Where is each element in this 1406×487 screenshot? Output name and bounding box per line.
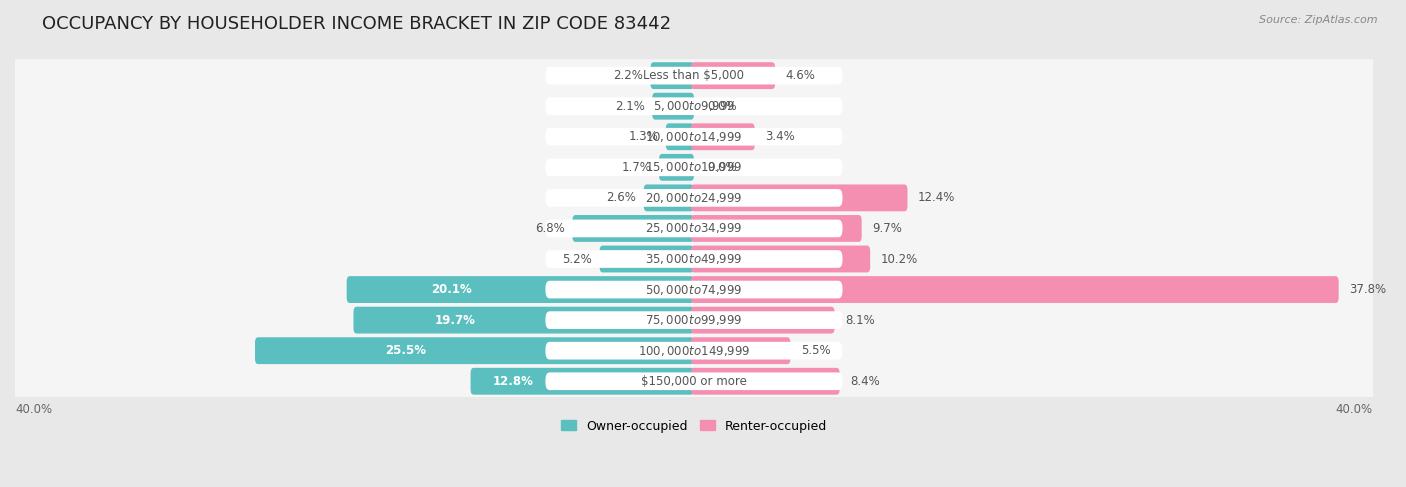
Text: 4.6%: 4.6% bbox=[786, 69, 815, 82]
Text: 40.0%: 40.0% bbox=[1336, 403, 1372, 415]
Text: Source: ZipAtlas.com: Source: ZipAtlas.com bbox=[1260, 15, 1378, 25]
FancyBboxPatch shape bbox=[690, 62, 775, 89]
FancyBboxPatch shape bbox=[546, 342, 842, 359]
FancyBboxPatch shape bbox=[666, 123, 695, 150]
Text: $100,000 to $149,999: $100,000 to $149,999 bbox=[638, 344, 751, 357]
Text: 6.8%: 6.8% bbox=[536, 222, 565, 235]
FancyBboxPatch shape bbox=[690, 276, 1339, 303]
FancyBboxPatch shape bbox=[690, 368, 839, 394]
FancyBboxPatch shape bbox=[546, 250, 842, 268]
FancyBboxPatch shape bbox=[11, 365, 1376, 398]
Text: 12.8%: 12.8% bbox=[492, 375, 534, 388]
Text: $150,000 or more: $150,000 or more bbox=[641, 375, 747, 388]
Text: 2.2%: 2.2% bbox=[613, 69, 643, 82]
FancyBboxPatch shape bbox=[353, 307, 695, 334]
Text: 37.8%: 37.8% bbox=[1350, 283, 1386, 296]
FancyBboxPatch shape bbox=[11, 90, 1376, 123]
FancyBboxPatch shape bbox=[546, 128, 842, 146]
Text: 1.7%: 1.7% bbox=[621, 161, 651, 174]
Text: 9.7%: 9.7% bbox=[872, 222, 903, 235]
Text: 0.0%: 0.0% bbox=[707, 100, 737, 112]
Text: 2.1%: 2.1% bbox=[614, 100, 645, 112]
Legend: Owner-occupied, Renter-occupied: Owner-occupied, Renter-occupied bbox=[555, 414, 832, 437]
Text: 40.0%: 40.0% bbox=[15, 403, 52, 415]
Text: $20,000 to $24,999: $20,000 to $24,999 bbox=[645, 191, 742, 205]
FancyBboxPatch shape bbox=[690, 307, 835, 334]
Text: Less than $5,000: Less than $5,000 bbox=[644, 69, 744, 82]
FancyBboxPatch shape bbox=[347, 276, 695, 303]
Text: 1.3%: 1.3% bbox=[628, 130, 658, 143]
FancyBboxPatch shape bbox=[651, 62, 695, 89]
Text: 10.2%: 10.2% bbox=[880, 252, 918, 265]
Text: 8.1%: 8.1% bbox=[845, 314, 875, 327]
FancyBboxPatch shape bbox=[546, 158, 842, 176]
FancyBboxPatch shape bbox=[690, 215, 862, 242]
FancyBboxPatch shape bbox=[11, 151, 1376, 184]
Text: $10,000 to $14,999: $10,000 to $14,999 bbox=[645, 130, 742, 144]
FancyBboxPatch shape bbox=[659, 154, 695, 181]
FancyBboxPatch shape bbox=[690, 185, 907, 211]
FancyBboxPatch shape bbox=[254, 337, 695, 364]
FancyBboxPatch shape bbox=[690, 337, 790, 364]
FancyBboxPatch shape bbox=[11, 212, 1376, 245]
Text: $15,000 to $19,999: $15,000 to $19,999 bbox=[645, 160, 742, 174]
FancyBboxPatch shape bbox=[11, 59, 1376, 92]
Text: $5,000 to $9,999: $5,000 to $9,999 bbox=[652, 99, 735, 113]
Text: OCCUPANCY BY HOUSEHOLDER INCOME BRACKET IN ZIP CODE 83442: OCCUPANCY BY HOUSEHOLDER INCOME BRACKET … bbox=[42, 15, 671, 33]
Text: 19.7%: 19.7% bbox=[434, 314, 475, 327]
FancyBboxPatch shape bbox=[11, 273, 1376, 306]
Text: $75,000 to $99,999: $75,000 to $99,999 bbox=[645, 313, 742, 327]
FancyBboxPatch shape bbox=[690, 123, 755, 150]
FancyBboxPatch shape bbox=[546, 220, 842, 237]
FancyBboxPatch shape bbox=[546, 97, 842, 115]
Text: 25.5%: 25.5% bbox=[385, 344, 426, 357]
FancyBboxPatch shape bbox=[546, 373, 842, 390]
Text: 2.6%: 2.6% bbox=[606, 191, 637, 205]
Text: $35,000 to $49,999: $35,000 to $49,999 bbox=[645, 252, 742, 266]
Text: 3.4%: 3.4% bbox=[765, 130, 794, 143]
FancyBboxPatch shape bbox=[11, 243, 1376, 276]
Text: 20.1%: 20.1% bbox=[430, 283, 471, 296]
Text: 8.4%: 8.4% bbox=[851, 375, 880, 388]
FancyBboxPatch shape bbox=[471, 368, 695, 394]
FancyBboxPatch shape bbox=[690, 245, 870, 272]
Text: $25,000 to $34,999: $25,000 to $34,999 bbox=[645, 222, 742, 235]
FancyBboxPatch shape bbox=[11, 120, 1376, 153]
FancyBboxPatch shape bbox=[546, 281, 842, 299]
FancyBboxPatch shape bbox=[644, 185, 695, 211]
Text: $50,000 to $74,999: $50,000 to $74,999 bbox=[645, 282, 742, 297]
FancyBboxPatch shape bbox=[546, 189, 842, 206]
FancyBboxPatch shape bbox=[11, 334, 1376, 367]
FancyBboxPatch shape bbox=[11, 303, 1376, 337]
FancyBboxPatch shape bbox=[599, 245, 695, 272]
FancyBboxPatch shape bbox=[652, 93, 695, 120]
FancyBboxPatch shape bbox=[11, 181, 1376, 214]
FancyBboxPatch shape bbox=[546, 67, 842, 84]
Text: 5.5%: 5.5% bbox=[801, 344, 831, 357]
Text: 12.4%: 12.4% bbox=[918, 191, 956, 205]
Text: 0.0%: 0.0% bbox=[707, 161, 737, 174]
Text: 5.2%: 5.2% bbox=[562, 252, 592, 265]
FancyBboxPatch shape bbox=[546, 311, 842, 329]
FancyBboxPatch shape bbox=[572, 215, 695, 242]
